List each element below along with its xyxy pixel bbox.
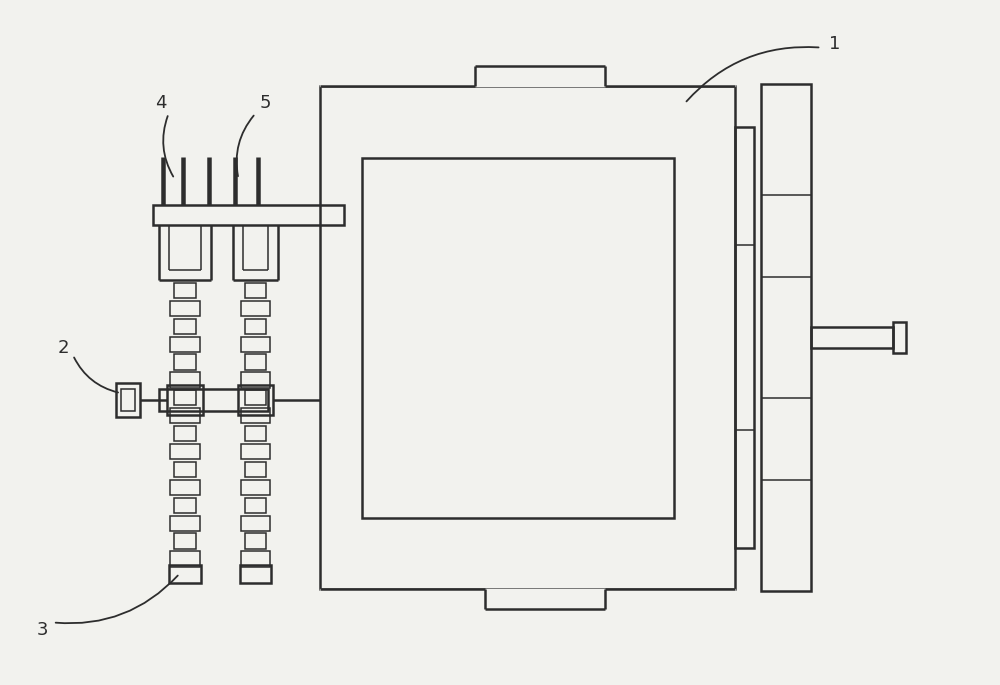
Text: 2: 2	[57, 339, 69, 357]
Text: 3: 3	[37, 621, 49, 639]
Text: 5: 5	[260, 95, 271, 112]
Polygon shape	[320, 590, 735, 610]
Text: 1: 1	[829, 35, 840, 53]
Polygon shape	[320, 66, 735, 86]
Text: 4: 4	[155, 95, 166, 112]
